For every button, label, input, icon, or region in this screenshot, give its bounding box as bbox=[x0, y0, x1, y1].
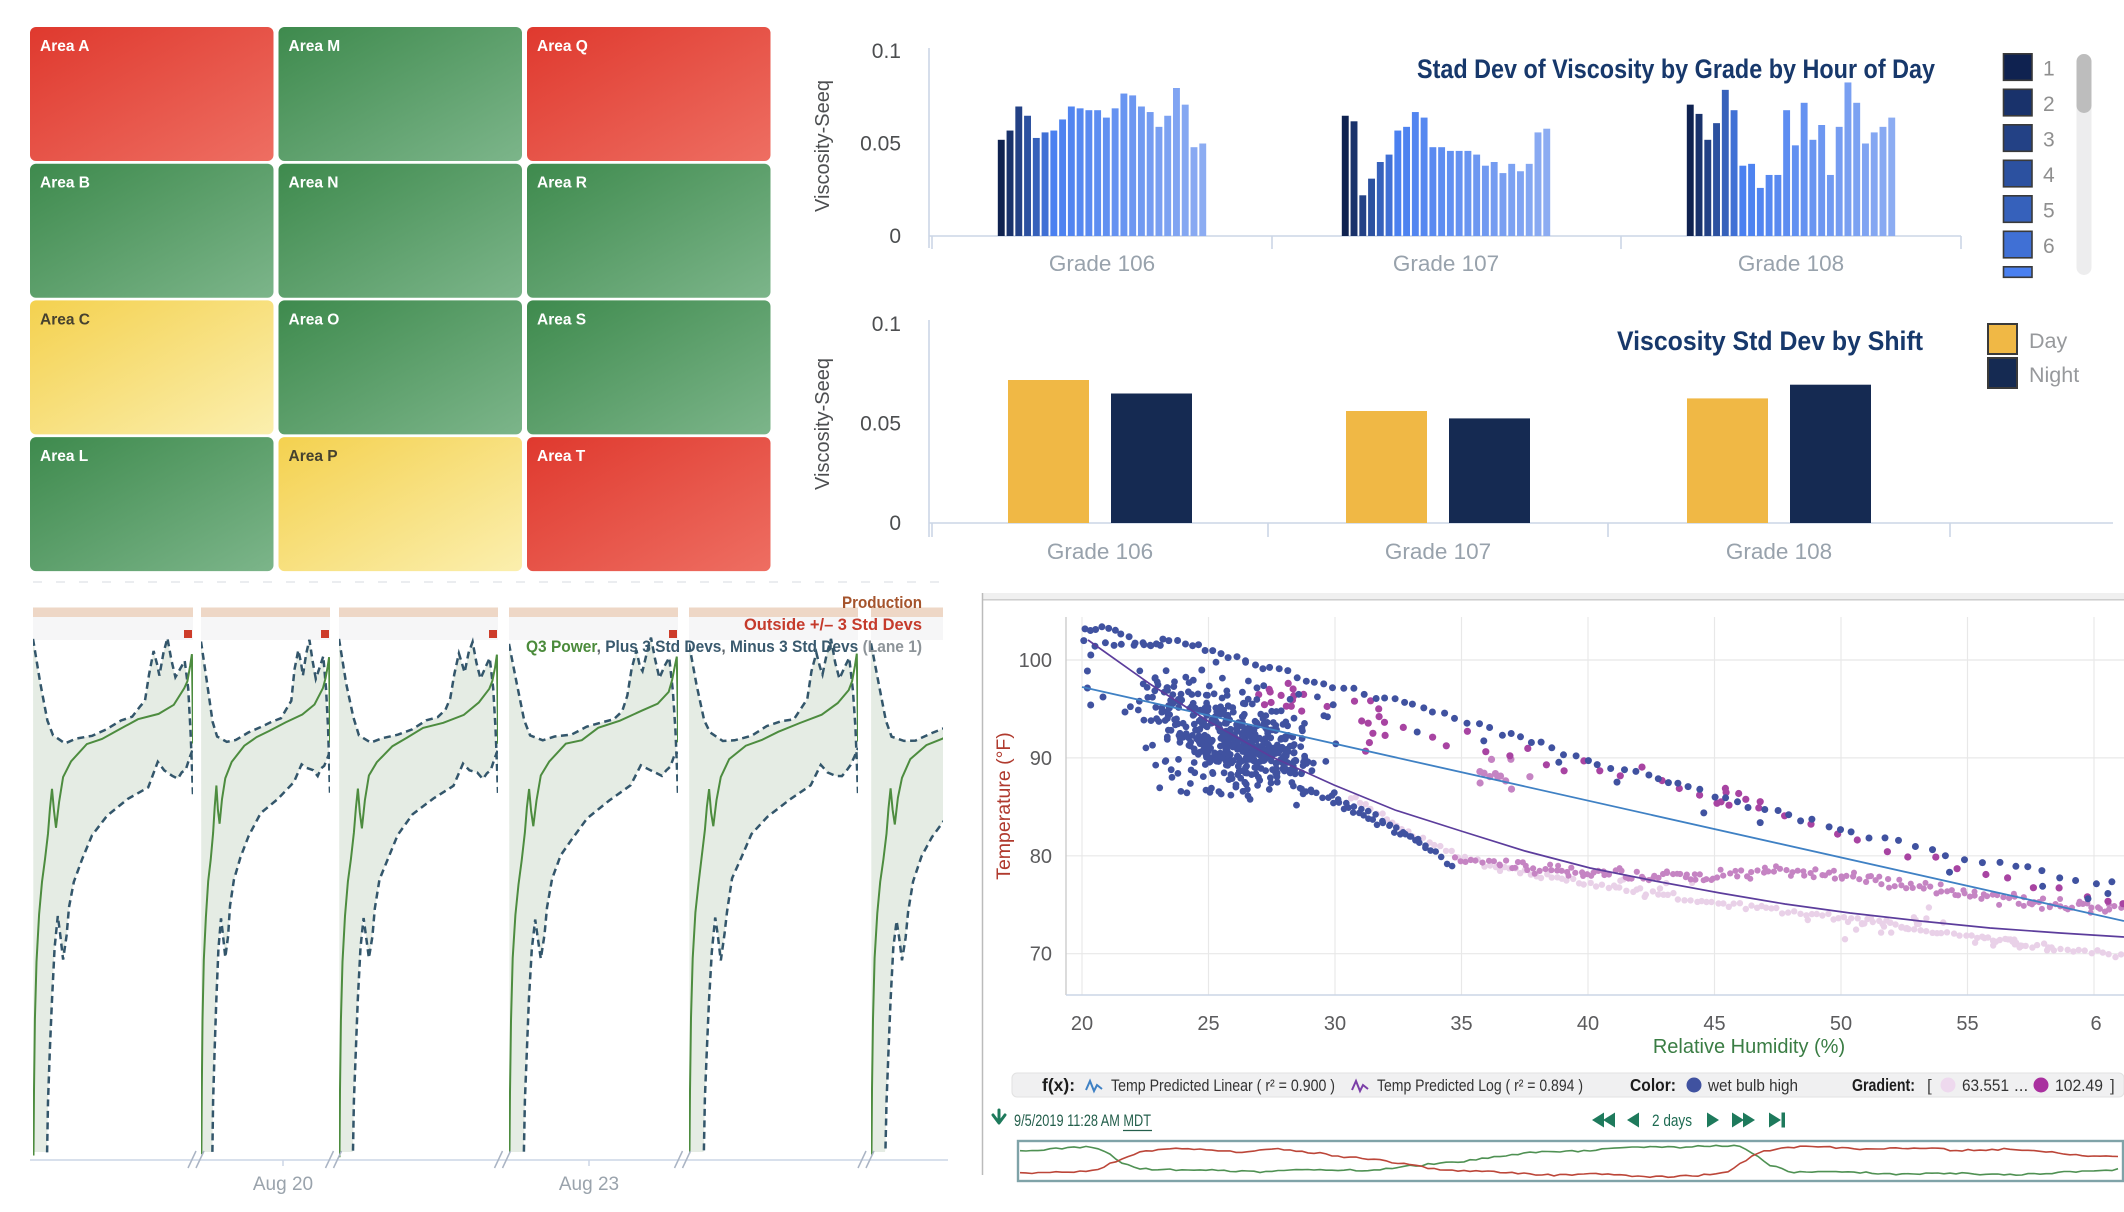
svg-text:Area C: Area C bbox=[40, 311, 90, 328]
svg-text:3: 3 bbox=[2043, 128, 2055, 151]
svg-text:0.1: 0.1 bbox=[872, 40, 901, 63]
svg-text:Grade 108: Grade 108 bbox=[1738, 251, 1844, 276]
svg-text:4: 4 bbox=[2043, 164, 2055, 187]
svg-text:100: 100 bbox=[1019, 650, 1052, 672]
svg-text:Stad Dev of Viscosity by Grade: Stad Dev of Viscosity by Grade by Hour o… bbox=[1417, 54, 1935, 84]
svg-text:90: 90 bbox=[1030, 748, 1052, 770]
svg-text:0.05: 0.05 bbox=[860, 133, 901, 156]
svg-text:102.49: 102.49 bbox=[2055, 1076, 2103, 1095]
svg-text:0.1: 0.1 bbox=[872, 313, 901, 336]
svg-text:Temp Predicted Linear ( r² = 0: Temp Predicted Linear ( r² = 0.900 ) bbox=[1111, 1076, 1335, 1095]
svg-text:25: 25 bbox=[1197, 1013, 1219, 1035]
svg-text:f(x):: f(x): bbox=[1042, 1075, 1075, 1095]
svg-text:0: 0 bbox=[889, 512, 901, 535]
svg-text:70: 70 bbox=[1030, 944, 1052, 966]
svg-text:30: 30 bbox=[1324, 1013, 1346, 1035]
svg-text:55: 55 bbox=[1956, 1013, 1978, 1035]
svg-text:20: 20 bbox=[1071, 1013, 1093, 1035]
svg-text:Aug 23: Aug 23 bbox=[559, 1174, 619, 1195]
svg-text:Viscosity-Seeq: Viscosity-Seeq bbox=[812, 80, 834, 212]
svg-text:Aug 20: Aug 20 bbox=[253, 1174, 313, 1195]
svg-text:[: [ bbox=[1927, 1076, 1932, 1095]
svg-text:45: 45 bbox=[1703, 1013, 1725, 1035]
svg-text:Temp Predicted Log ( r² = 0.89: Temp Predicted Log ( r² = 0.894 ) bbox=[1377, 1076, 1583, 1095]
svg-text:Grade 107: Grade 107 bbox=[1393, 251, 1499, 276]
svg-text:6: 6 bbox=[2043, 235, 2055, 258]
svg-text:Area N: Area N bbox=[289, 175, 339, 192]
svg-text:50: 50 bbox=[1830, 1013, 1852, 1035]
svg-text:0: 0 bbox=[889, 225, 901, 248]
svg-text:Grade 107: Grade 107 bbox=[1385, 539, 1491, 564]
svg-text:Grade 108: Grade 108 bbox=[1726, 539, 1832, 564]
svg-text:Area M: Area M bbox=[289, 38, 341, 55]
svg-text:Area Q: Area Q bbox=[537, 38, 588, 55]
svg-text:35: 35 bbox=[1450, 1013, 1472, 1035]
svg-text:80: 80 bbox=[1030, 846, 1052, 868]
svg-text:Area B: Area B bbox=[40, 175, 90, 192]
svg-text:Production: Production bbox=[842, 594, 922, 612]
svg-text:Area O: Area O bbox=[289, 311, 340, 328]
svg-text:Area L: Area L bbox=[40, 448, 88, 465]
svg-text:Viscosity Std Dev by Shift: Viscosity Std Dev by Shift bbox=[1617, 326, 1923, 356]
svg-text:2 days: 2 days bbox=[1652, 1112, 1692, 1130]
svg-text:Gradient:: Gradient: bbox=[1852, 1075, 1915, 1095]
svg-text:Area R: Area R bbox=[537, 175, 587, 192]
svg-text:40: 40 bbox=[1577, 1013, 1599, 1035]
svg-text:63.551: 63.551 bbox=[1962, 1076, 2009, 1095]
svg-text:9/5/2019 11:28 AM MDT: 9/5/2019 11:28 AM MDT bbox=[1014, 1111, 1151, 1130]
svg-text:5: 5 bbox=[2043, 199, 2055, 222]
svg-text:Area P: Area P bbox=[289, 448, 338, 465]
svg-text:Area S: Area S bbox=[537, 311, 586, 328]
svg-text:Area A: Area A bbox=[40, 38, 89, 55]
svg-text:]: ] bbox=[2110, 1076, 2115, 1095]
svg-text:wet bulb high: wet bulb high bbox=[1707, 1076, 1798, 1095]
svg-text:Temperature (°F): Temperature (°F) bbox=[993, 732, 1015, 880]
svg-text:Day: Day bbox=[2029, 329, 2067, 353]
svg-text:Q3 Power, Plus 3 Std Devs, Min: Q3 Power, Plus 3 Std Devs, Minus 3 Std D… bbox=[526, 638, 922, 656]
svg-text:Color:: Color: bbox=[1630, 1075, 1676, 1095]
svg-text:6: 6 bbox=[2090, 1013, 2101, 1035]
svg-text:Grade 106: Grade 106 bbox=[1047, 539, 1153, 564]
svg-text:Grade 106: Grade 106 bbox=[1049, 251, 1155, 276]
svg-text:Outside +/– 3 Std Devs: Outside +/– 3 Std Devs bbox=[744, 616, 922, 634]
svg-text:2: 2 bbox=[2043, 93, 2055, 116]
svg-text:Relative Humidity (%): Relative Humidity (%) bbox=[1653, 1036, 1845, 1058]
svg-text:1: 1 bbox=[2043, 57, 2055, 80]
svg-text:Night: Night bbox=[2029, 363, 2079, 387]
svg-text:Viscosity-Seeq: Viscosity-Seeq bbox=[812, 358, 834, 490]
svg-text:0.05: 0.05 bbox=[860, 413, 901, 436]
svg-text:...: ... bbox=[2014, 1076, 2028, 1095]
svg-text:Area T: Area T bbox=[537, 448, 586, 465]
